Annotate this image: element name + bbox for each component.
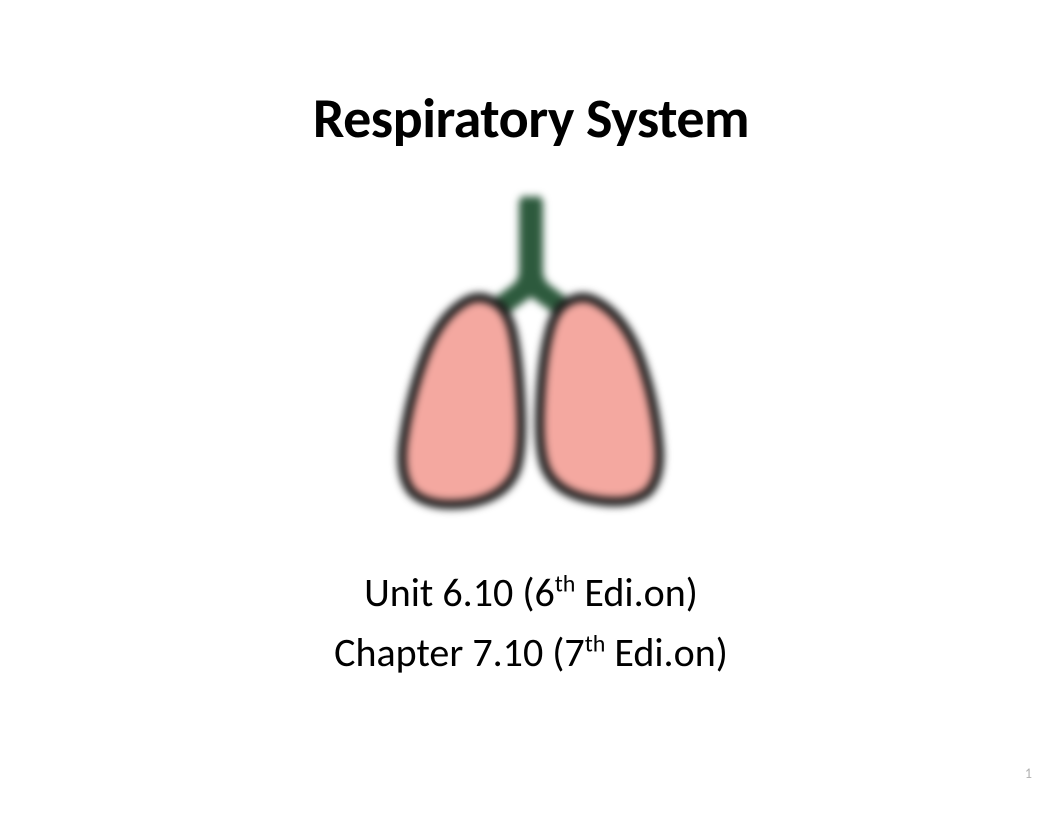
subtitle-2-prefix: Chapter 7.10 (7 <box>334 628 585 677</box>
subtitle-1-prefix: Unit 6.10 (6 <box>364 568 555 617</box>
subtitle-line-2: Chapter 7.10 (7th Edi.on) <box>334 623 728 683</box>
subtitle-2-suffix: Edi.on) <box>605 628 728 677</box>
subtitle-block: Unit 6.10 (6th Edi.on) Chapter 7.10 (7th… <box>334 563 728 683</box>
subtitle-1-sup: th <box>555 570 576 599</box>
lungs-icon <box>341 193 721 533</box>
slide-title: Respiratory System <box>313 85 749 153</box>
subtitle-1-suffix: Edi.on) <box>575 568 698 617</box>
subtitle-2-sup: th <box>585 630 606 659</box>
subtitle-line-1: Unit 6.10 (6th Edi.on) <box>334 563 728 623</box>
page-number: 1 <box>1025 765 1032 782</box>
slide-container: Respiratory System Unit 6.10 (6th Edi.on… <box>0 0 1062 822</box>
lungs-illustration <box>341 193 721 533</box>
